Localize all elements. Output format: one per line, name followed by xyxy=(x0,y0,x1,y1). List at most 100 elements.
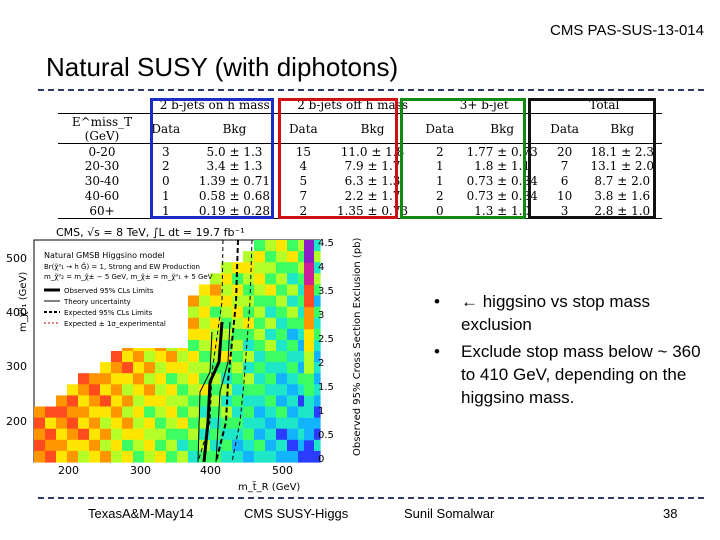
heatmap-cell xyxy=(309,395,321,408)
heatmap-cell xyxy=(210,417,222,430)
theory-band-low xyxy=(197,331,213,463)
heatmap-cell xyxy=(265,273,277,285)
heatmap-cell xyxy=(155,439,167,452)
table-group-header-row: 2 b-jets on h mass 2 b-jets off h mass 3… xyxy=(58,98,662,114)
heatmap-cell xyxy=(199,417,211,430)
heatmap-cell xyxy=(188,395,200,408)
color-scale-segment xyxy=(304,306,314,330)
group-header-total: Total xyxy=(546,98,662,114)
table-cell: 1.39 ± 0.71 xyxy=(198,174,271,189)
heatmap-cell xyxy=(199,406,211,419)
table-cell: 1.35 ± 0.73 xyxy=(323,203,422,220)
heatmap-cell xyxy=(111,351,123,363)
heatmap-cell xyxy=(177,351,189,363)
table-cell: 1 xyxy=(161,188,170,203)
heatmap-cell xyxy=(265,384,277,396)
heatmap-cell xyxy=(243,450,255,463)
heatmap-cell xyxy=(232,295,244,308)
heatmap-cell xyxy=(298,351,310,363)
heatmap-cell xyxy=(254,450,266,463)
heatmap-cell xyxy=(287,395,299,408)
heatmap-cell xyxy=(287,284,299,297)
table-cell: 1.77 ± 0.73 xyxy=(466,144,538,159)
bullet-item: • ← higgsino vs stop mass exclusion xyxy=(434,290,704,336)
z-tick-label: 0.5 xyxy=(318,430,334,441)
table-cell: 0-20 xyxy=(88,144,116,159)
heatmap-cell xyxy=(166,395,178,408)
heatmap-cell xyxy=(144,417,156,430)
heatmap-cell xyxy=(265,362,277,374)
heatmap-cell xyxy=(287,317,299,330)
heatmap-cell xyxy=(265,373,277,385)
heatmap-cell xyxy=(122,373,134,385)
color-scale-segment xyxy=(304,262,314,285)
heatmap-cell xyxy=(254,273,266,285)
heatmap-cell xyxy=(232,306,244,319)
heatmap-cell xyxy=(309,417,321,430)
heatmap-cell xyxy=(309,240,321,252)
table-cell: 3.8 ± 1.6 xyxy=(594,188,651,203)
table-cell: 5.0 ± 1.3 xyxy=(206,144,263,159)
heatmap-cell xyxy=(78,439,90,452)
expected-limit-line xyxy=(215,239,239,463)
heatmap-cell xyxy=(133,439,145,452)
heatmap-cell xyxy=(221,428,233,441)
heatmap-cell xyxy=(89,395,101,408)
heatmap-cell xyxy=(133,450,145,463)
table-row: 0-20 3 5.0 ± 1.3 15 11.0 ± 1.8 2 1.77 ± … xyxy=(58,144,662,159)
heatmap-cell xyxy=(232,373,244,385)
heatmap-cell xyxy=(232,339,244,352)
z-tick-label: 1 xyxy=(318,406,324,417)
heatmap-cell xyxy=(265,328,277,341)
group-header-3b: 3+ b-jet xyxy=(421,98,547,114)
table-cell: 18.1 ± 2.3 xyxy=(590,144,655,159)
heatmap-cell xyxy=(199,328,211,341)
heatmap-cell xyxy=(276,251,288,263)
heatmap-cell xyxy=(221,306,233,319)
heatmap-cell xyxy=(111,406,123,419)
heatmap-cell xyxy=(144,362,156,374)
heatmap-cell xyxy=(122,406,134,419)
heatmap-cell xyxy=(78,373,90,385)
heatmap-cell xyxy=(45,439,57,452)
heatmap-cell xyxy=(210,351,222,363)
heatmap-cell xyxy=(89,428,101,441)
table-cell: 4 xyxy=(299,159,308,174)
heatmap-cell xyxy=(56,395,68,408)
heatmap-cell xyxy=(199,284,211,297)
heatmap-cell xyxy=(265,417,277,430)
table-cell: 15 xyxy=(295,144,311,159)
heatmap-cell xyxy=(309,317,321,330)
heatmap-cell xyxy=(100,373,112,385)
x-tick-label: 200 xyxy=(58,464,79,477)
heatmap-cell xyxy=(78,406,90,419)
table-cell: 10 xyxy=(556,188,573,203)
heatmap-cell xyxy=(188,373,200,385)
heatmap-cell xyxy=(287,240,299,252)
heatmap-cell xyxy=(188,417,200,430)
heatmap-cell xyxy=(254,395,266,408)
heatmap-cell xyxy=(243,384,255,396)
heatmap-cell xyxy=(276,295,288,308)
table-row: 40-60 1 0.58 ± 0.68 7 2.2 ± 1.7 2 0.73 ±… xyxy=(58,188,662,203)
heatmap-cell xyxy=(133,362,145,374)
heatmap-cell xyxy=(298,306,310,319)
heatmap-cell xyxy=(177,406,189,419)
heatmap-cell xyxy=(254,339,266,352)
heatmap-cell xyxy=(34,450,46,463)
slide-reference: CMS PAS-SUS-13-014 xyxy=(550,22,704,39)
heatmap-cell xyxy=(298,339,310,352)
heatmap-cell xyxy=(221,317,233,330)
heatmap-cell xyxy=(133,395,145,408)
heatmap-cell xyxy=(309,306,321,319)
footer-divider xyxy=(38,497,704,499)
heatmap-cell xyxy=(243,251,255,263)
heatmap-cell xyxy=(287,362,299,374)
footer-center: CMS SUSY-Higgs xyxy=(244,506,349,521)
heatmap-cell xyxy=(265,262,277,274)
legend-title: Natural GMSB Higgsino model xyxy=(44,251,164,260)
heatmap-cell xyxy=(309,262,321,274)
color-scale-segment xyxy=(304,284,314,308)
heatmap-cell xyxy=(232,362,244,374)
heatmap-cell xyxy=(254,251,266,263)
